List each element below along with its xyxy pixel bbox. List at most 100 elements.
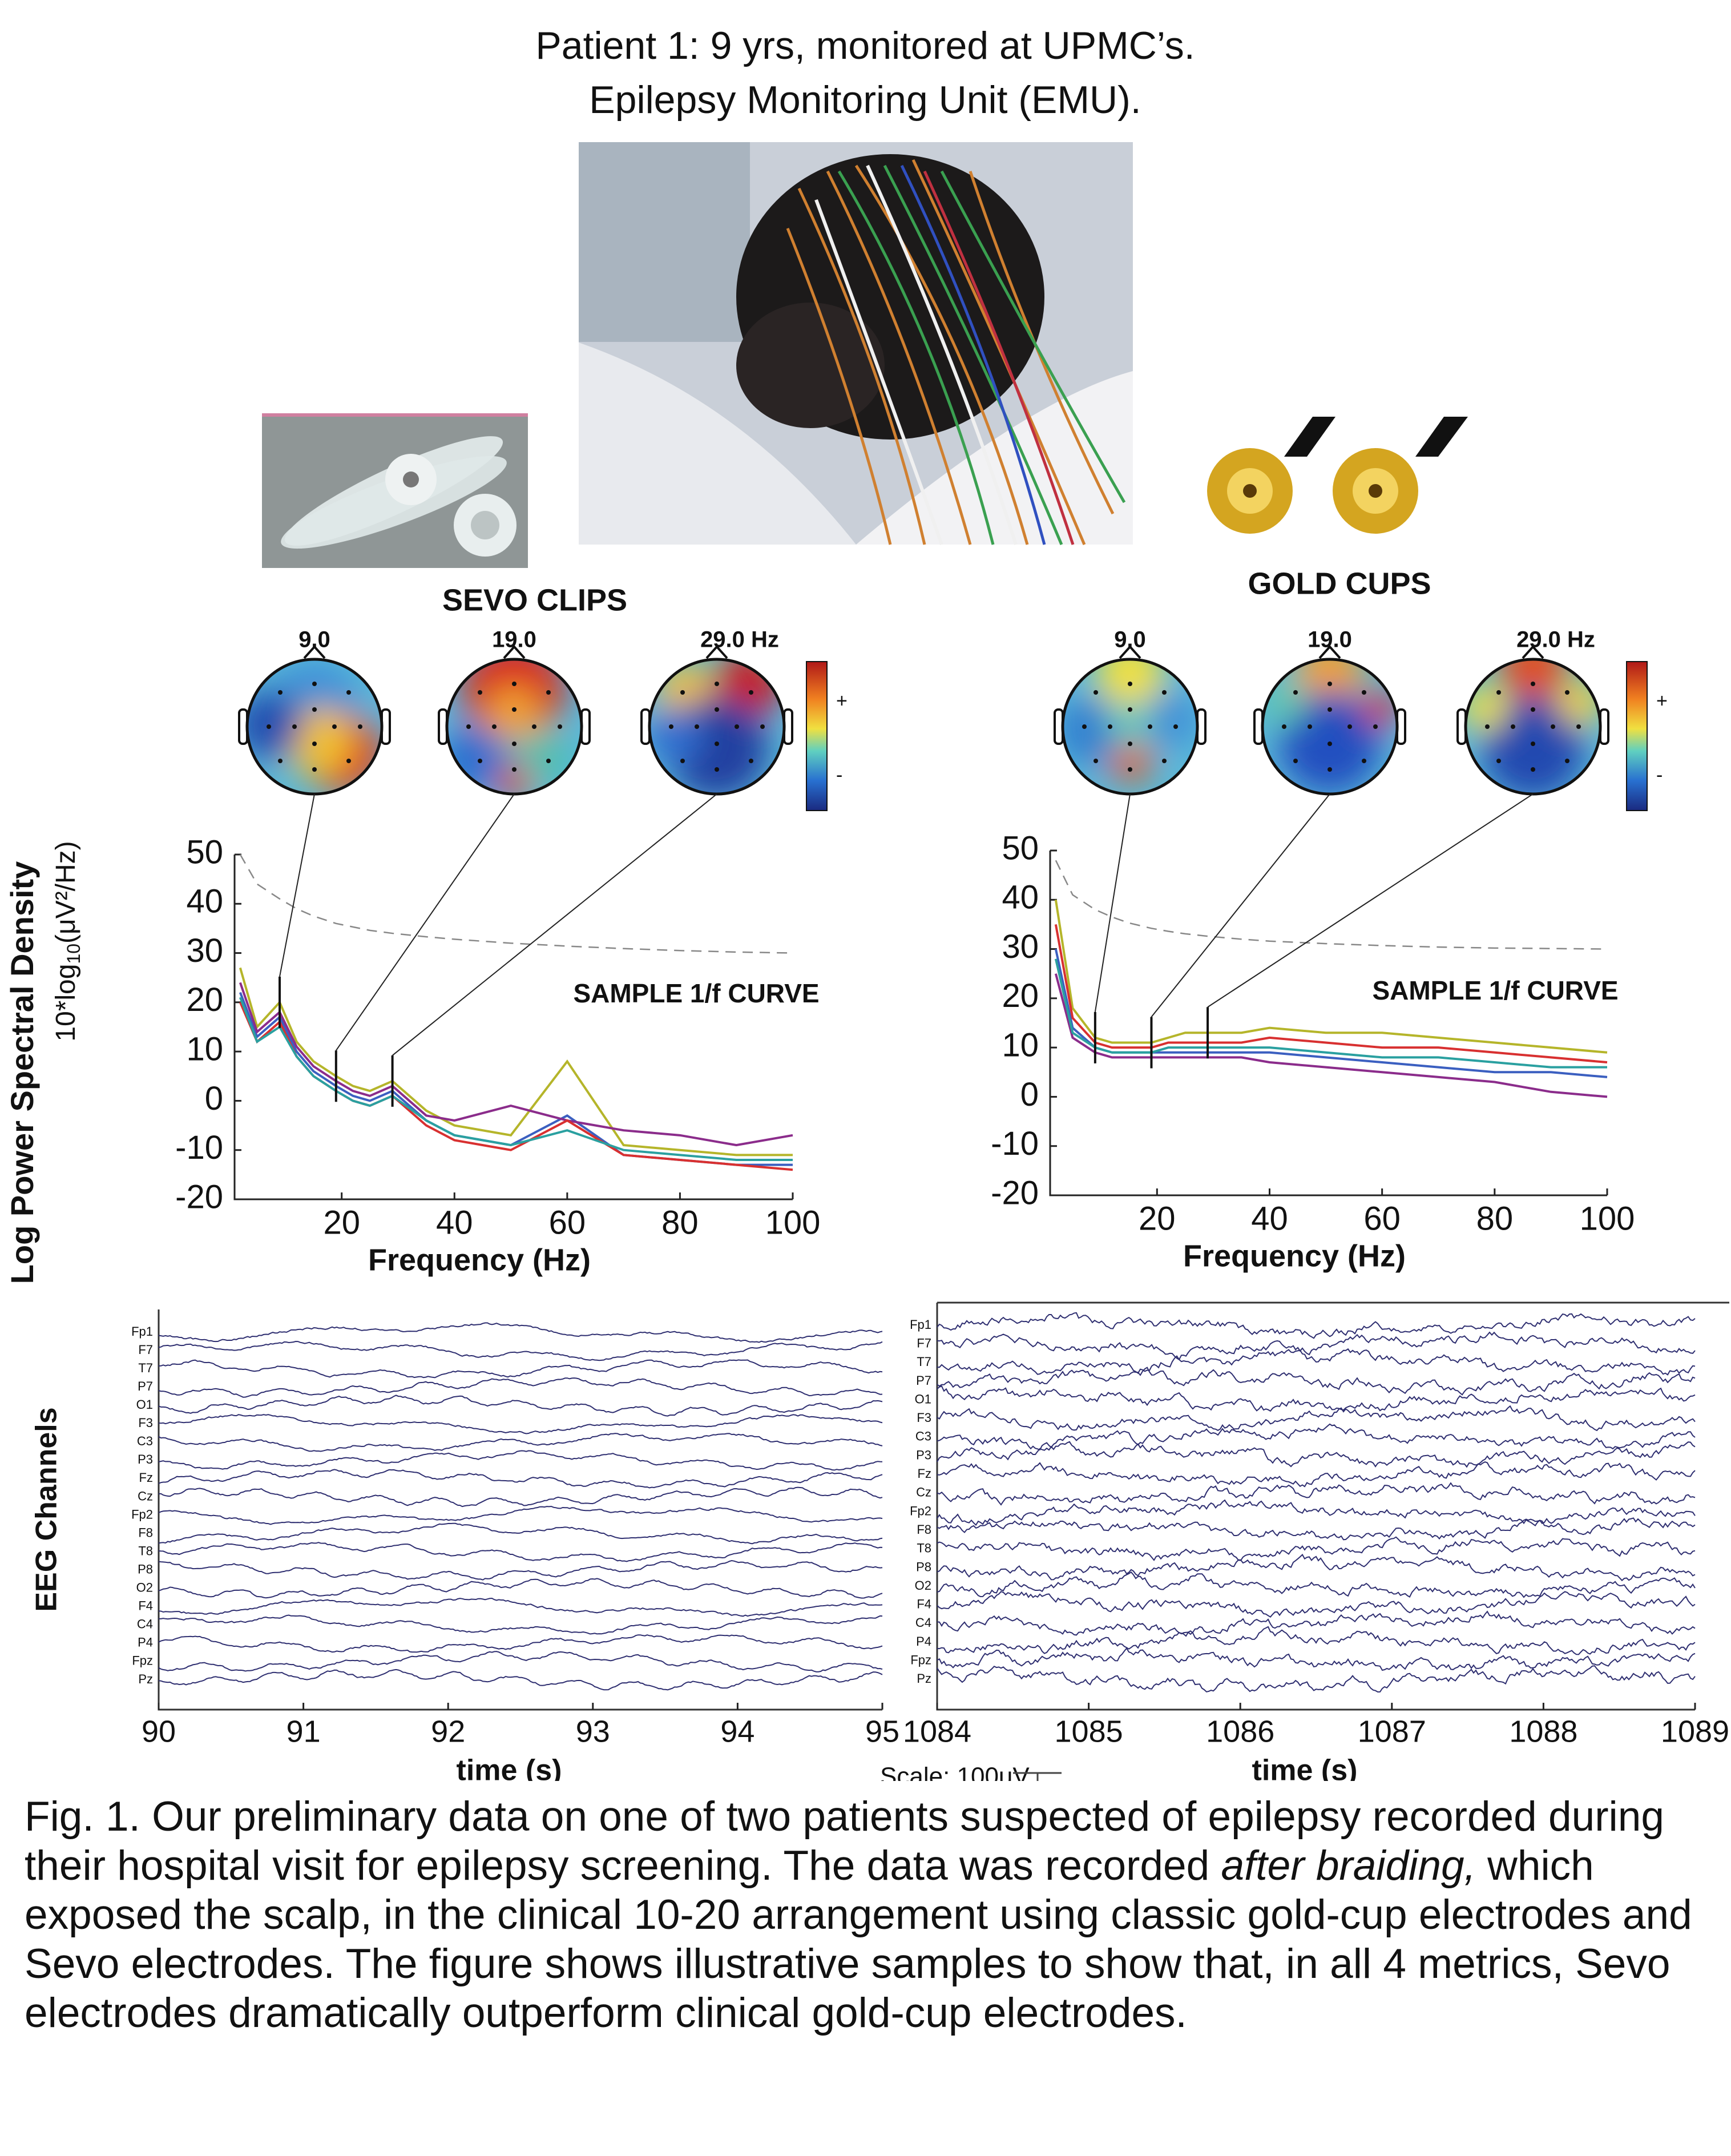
topo-connector: [335, 793, 515, 1051]
electrode-dot: [749, 759, 753, 763]
electrode-dot: [715, 682, 719, 686]
channel-label: F3: [917, 1411, 931, 1425]
channel-label: O2: [915, 1578, 931, 1593]
y-tick-label: 30: [1002, 928, 1039, 965]
x-tick-label: 1085: [1055, 1714, 1123, 1748]
channel-label: Fz: [918, 1466, 931, 1481]
eeg-trace: [937, 1665, 1696, 1693]
colorbar-label: -: [836, 764, 842, 786]
channel-label: C4: [137, 1617, 153, 1631]
colorbar-label: -: [1656, 764, 1663, 786]
eeg-trace: [937, 1385, 1696, 1412]
y-axis-unit-part: 10*log: [51, 964, 81, 1042]
panel-label: SEVO CLIPS: [442, 583, 627, 617]
electrode-dot: [760, 724, 765, 729]
electrode-dot: [1128, 741, 1132, 746]
electrode-dot: [1308, 724, 1312, 729]
channel-label: T8: [917, 1541, 931, 1555]
channel-label: T8: [138, 1544, 153, 1558]
title-line: Patient 1: 9 yrs, monitored at UPMC’s.: [535, 24, 1195, 67]
x-tick-label: 1088: [1509, 1714, 1577, 1748]
channel-label: T7: [917, 1355, 931, 1369]
topomap: [1456, 645, 1609, 796]
eeg-trace: [937, 1499, 1696, 1527]
eeg-trace: [158, 1542, 883, 1562]
topomap-nose: [1318, 645, 1341, 659]
electrode-dot: [749, 690, 753, 695]
channel-label: Fp1: [910, 1317, 931, 1332]
topomap-nose: [705, 645, 728, 659]
electrode-dot: [735, 724, 739, 729]
x-tick-label: 100: [1580, 1200, 1635, 1237]
channel-label: O2: [136, 1581, 153, 1595]
electrode-dot: [312, 767, 317, 772]
electrode-dot: [1327, 767, 1332, 772]
electrode-dot: [466, 724, 471, 729]
channel-label: P3: [138, 1452, 153, 1466]
electrode-dot: [1531, 682, 1535, 686]
topomap-field: [1262, 659, 1397, 794]
channel-label: P7: [916, 1373, 931, 1388]
y-tick-label: 10: [186, 1030, 223, 1067]
caption-italic: after braiding,: [1221, 1843, 1476, 1889]
electrode-dot: [1128, 767, 1132, 772]
eeg-trace: [937, 1591, 1696, 1618]
topomap-blobs: [1063, 659, 1197, 782]
channel-label: P8: [916, 1559, 931, 1574]
topomap-nose: [503, 645, 526, 659]
topomap-blob: [1096, 659, 1164, 708]
eeg-trace: [937, 1647, 1696, 1671]
eeg-trace: [937, 1367, 1696, 1396]
electrode-dot: [267, 724, 271, 729]
x-axis-label: Frequency (Hz): [1183, 1239, 1406, 1273]
electrode-dot: [332, 724, 337, 729]
x-axis-label: time (s): [457, 1754, 562, 1781]
electrode-dot: [1565, 759, 1569, 763]
panel-label: GOLD CUPS: [1248, 566, 1431, 601]
topo-connector: [392, 793, 717, 1056]
eeg-trace: [158, 1522, 883, 1545]
x-tick-label: 93: [576, 1714, 610, 1748]
y-tick-label: 40: [1002, 879, 1039, 916]
channel-label: T7: [138, 1361, 153, 1375]
topomap-label: 29.0 Hz: [1516, 627, 1595, 652]
scale-bar: [1013, 1772, 1062, 1781]
eeg-trace: [158, 1433, 883, 1452]
topomap: [640, 645, 793, 796]
caption-text: which exposed the scalp, in the clinical…: [25, 1843, 1692, 2036]
eeg-trace: [158, 1359, 883, 1379]
electrode-dot: [1327, 682, 1332, 686]
topomap-label: 19.0: [492, 627, 536, 652]
topomap-nose: [1119, 645, 1141, 659]
electrode-dot: [546, 690, 551, 695]
channel-label: O1: [915, 1392, 931, 1406]
topomap-blob: [1107, 702, 1153, 748]
eeg-trace: [937, 1312, 1696, 1339]
electrode-dot: [1128, 707, 1132, 712]
eeg-trace: [158, 1651, 883, 1673]
channel-label: F4: [138, 1599, 153, 1613]
channel-label: Cz: [916, 1485, 931, 1500]
y-tick-label: 0: [205, 1080, 223, 1117]
reference-curve: [1055, 860, 1608, 950]
eeg-trace: [158, 1597, 883, 1617]
y-axis-unit: 10*log10(μV²/Hz): [51, 841, 84, 1041]
topomap-field: [247, 659, 382, 794]
electrode-dot: [478, 759, 482, 763]
colorbar-label: +: [1656, 690, 1668, 712]
topomap-blob: [1063, 696, 1124, 765]
y-axis-unit-part: (μV²/Hz): [51, 841, 81, 944]
topomap-label: 29.0 Hz: [700, 627, 779, 652]
x-tick-label: 92: [431, 1714, 465, 1748]
topomap-blobs: [649, 659, 782, 794]
electrode-dot: [715, 707, 719, 712]
y-tick-label: -10: [991, 1125, 1039, 1162]
y-tick-label: 50: [1002, 829, 1039, 867]
topomap: [438, 645, 591, 796]
y-tick-label: 20: [186, 981, 223, 1018]
y-tick-label: 10: [1002, 1026, 1039, 1063]
eeg-trace: [158, 1469, 883, 1489]
topomap-blob: [1296, 659, 1364, 708]
x-tick-label: 80: [661, 1204, 699, 1241]
